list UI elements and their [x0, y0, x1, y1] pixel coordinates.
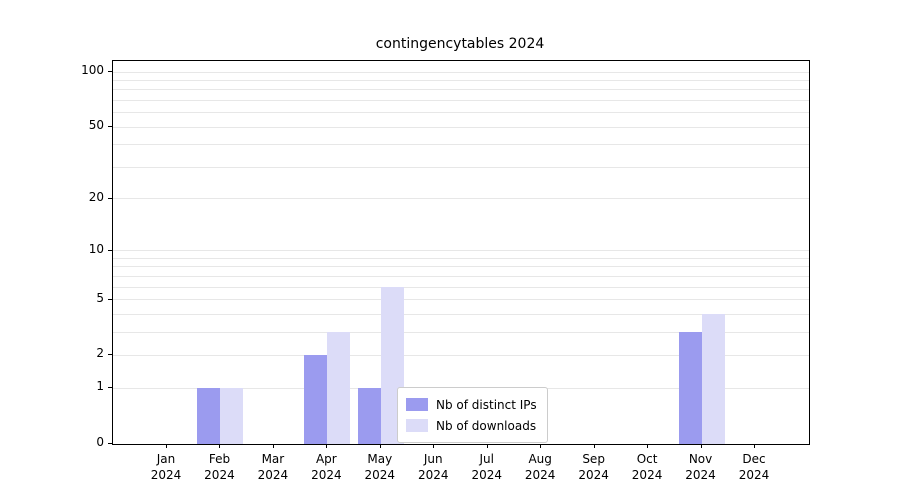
y-tick-label: 100 — [81, 63, 104, 78]
y-tick-label: 10 — [88, 241, 104, 256]
gridline — [113, 71, 809, 73]
y-tick-label: 5 — [96, 290, 104, 305]
gridline — [113, 286, 809, 288]
y-tick-label: 50 — [88, 118, 104, 133]
gridline — [113, 198, 809, 200]
bar-distinct-ips-feb — [197, 388, 221, 444]
bar-distinct-ips-apr — [304, 355, 328, 444]
y-tick-mark — [108, 71, 112, 73]
legend-item-downloads: Nb of downloads — [406, 415, 537, 436]
y-tick-mark — [108, 249, 112, 251]
x-tick-mark — [379, 444, 381, 448]
x-tick-mark — [219, 444, 221, 448]
plot-area: Nb of distinct IPs Nb of downloads — [112, 60, 810, 445]
gridline — [113, 266, 809, 268]
gridline — [113, 275, 809, 277]
y-tick-mark — [108, 298, 112, 300]
gridline — [113, 299, 809, 301]
x-tick-label: Jan 2024 — [150, 452, 182, 482]
legend: Nb of distinct IPs Nb of downloads — [397, 387, 548, 443]
gridline — [113, 331, 809, 333]
y-tick-mark — [108, 354, 112, 356]
chart-title: contingencytables 2024 — [375, 36, 545, 52]
gridline — [113, 313, 809, 315]
gridline — [113, 100, 809, 102]
bar-distinct-ips-may — [357, 388, 381, 444]
bar-downloads-nov — [701, 314, 725, 444]
bar-downloads-feb — [220, 388, 244, 444]
legend-swatch-downloads-icon — [406, 419, 428, 432]
x-tick-label: May 2024 — [364, 452, 396, 482]
y-tick-mark — [108, 443, 112, 444]
x-tick-label: Jul 2024 — [471, 452, 502, 482]
gridline — [113, 89, 809, 91]
x-tick-label: Apr 2024 — [311, 452, 342, 482]
legend-label-distinct-ips: Nb of distinct IPs — [436, 397, 537, 412]
x-tick-mark — [326, 444, 328, 448]
x-tick-label: Mar 2024 — [257, 452, 289, 482]
x-tick-mark — [540, 444, 542, 448]
gridline — [113, 257, 809, 259]
x-tick-label: Sep 2024 — [578, 452, 609, 482]
x-tick-label: Aug 2024 — [524, 452, 556, 482]
y-tick-mark — [108, 387, 112, 389]
y-tick-label: 0 — [96, 435, 104, 449]
x-tick-mark — [647, 444, 649, 448]
gridline — [113, 80, 809, 82]
x-tick-label: Dec 2024 — [738, 452, 770, 482]
y-tick-label: 20 — [88, 189, 104, 204]
legend-swatch-distinct-ips-icon — [406, 398, 428, 411]
bar-downloads-apr — [327, 332, 351, 444]
x-tick-label: Jun 2024 — [417, 452, 449, 482]
gridline — [113, 250, 809, 252]
gridline — [113, 354, 809, 356]
bar-distinct-ips-nov — [678, 332, 702, 444]
x-tick-mark — [433, 444, 435, 448]
y-tick-label: 1 — [96, 379, 104, 394]
x-tick-mark — [166, 444, 167, 448]
y-tick-mark — [108, 197, 112, 199]
x-tick-label: Oct 2024 — [631, 452, 663, 482]
gridline — [113, 166, 809, 168]
x-tick-mark — [272, 444, 274, 448]
x-tick-mark — [486, 444, 488, 448]
x-tick-label: Nov 2024 — [685, 452, 716, 482]
y-tick-label: 2 — [96, 346, 104, 361]
x-tick-mark — [700, 444, 702, 448]
legend-label-downloads: Nb of downloads — [436, 418, 537, 433]
gridline — [113, 126, 809, 128]
y-tick-mark — [108, 126, 112, 128]
x-tick-label: Feb 2024 — [204, 452, 235, 482]
x-tick-mark — [593, 444, 595, 448]
gridline — [113, 144, 809, 146]
legend-item-distinct-ips: Nb of distinct IPs — [406, 394, 537, 415]
gridline — [113, 112, 809, 114]
x-tick-mark — [754, 444, 755, 448]
